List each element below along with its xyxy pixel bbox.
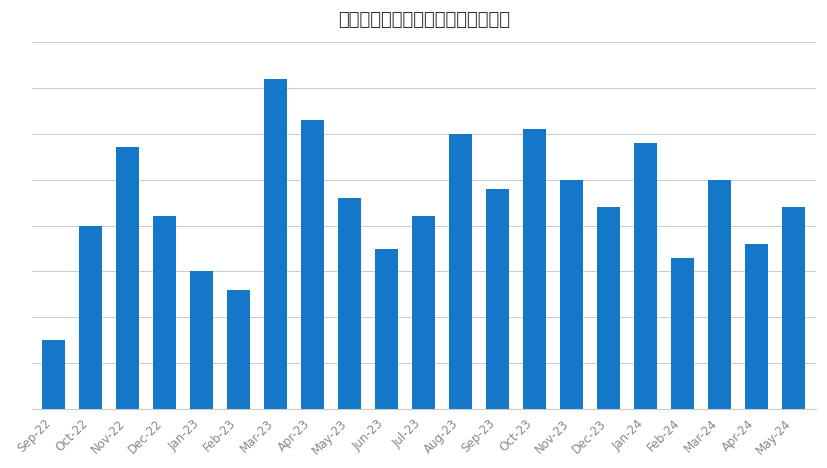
Bar — [597, 207, 620, 410]
Bar — [708, 180, 731, 410]
Bar — [375, 249, 398, 410]
Bar — [486, 189, 509, 410]
Bar — [42, 340, 65, 410]
Bar — [745, 244, 768, 410]
Bar — [79, 226, 103, 410]
Bar — [301, 120, 324, 410]
Bar — [560, 180, 583, 410]
Bar — [227, 290, 251, 410]
Bar — [412, 216, 435, 410]
Bar — [153, 216, 176, 410]
Bar — [117, 147, 139, 410]
Bar — [634, 143, 657, 410]
Bar — [265, 79, 287, 410]
Title: 世界におけるスミッシング報告件数: 世界におけるスミッシング報告件数 — [337, 11, 509, 29]
Bar — [523, 129, 546, 410]
Bar — [190, 271, 213, 410]
Bar — [782, 207, 805, 410]
Bar — [449, 134, 472, 410]
Bar — [672, 258, 694, 410]
Bar — [338, 198, 361, 410]
